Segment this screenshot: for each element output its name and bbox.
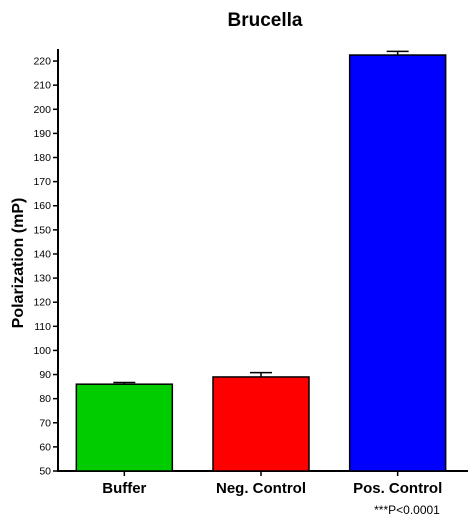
bar-neg-control bbox=[212, 376, 310, 472]
y-tick-label: 110 bbox=[34, 321, 51, 333]
y-tick-label: 130 bbox=[33, 273, 51, 285]
x-tick-label: Pos. Control bbox=[353, 480, 442, 497]
y-tick-label: 220 bbox=[33, 56, 51, 68]
bar-buffer bbox=[75, 383, 174, 472]
y-tick-label: 50 bbox=[39, 466, 51, 478]
y-tick-label: 210 bbox=[33, 80, 51, 92]
y-tick-label: 180 bbox=[33, 152, 51, 164]
y-tick-label: 160 bbox=[33, 200, 51, 212]
y-tick-label: 60 bbox=[39, 441, 51, 453]
y-tick-label: 120 bbox=[33, 297, 51, 309]
bar-pos-control bbox=[348, 54, 447, 472]
y-tick-label: 90 bbox=[39, 369, 51, 381]
y-axis-label: Polarization (mP) bbox=[10, 198, 27, 329]
y-tick-label: 170 bbox=[33, 176, 51, 188]
significance-annotation: ***P<0.0001 bbox=[374, 503, 440, 517]
x-tick-label: Buffer bbox=[102, 480, 146, 497]
y-tick-label: 100 bbox=[33, 345, 51, 357]
x-tick-label: Neg. Control bbox=[216, 480, 306, 497]
plot-area: 50 60 70 80 90 100 110 120 130 140 150 160 170 180 190… bbox=[33, 49, 468, 497]
y-tick-label: 80 bbox=[39, 393, 51, 405]
y-tick-label: 70 bbox=[39, 417, 51, 429]
y-tick-label: 200 bbox=[33, 104, 51, 116]
y-tick-label: 150 bbox=[33, 224, 51, 236]
chart-title: Brucella bbox=[228, 10, 303, 31]
y-tick-label: 190 bbox=[33, 128, 51, 140]
y-tick-label: 140 bbox=[33, 248, 51, 260]
